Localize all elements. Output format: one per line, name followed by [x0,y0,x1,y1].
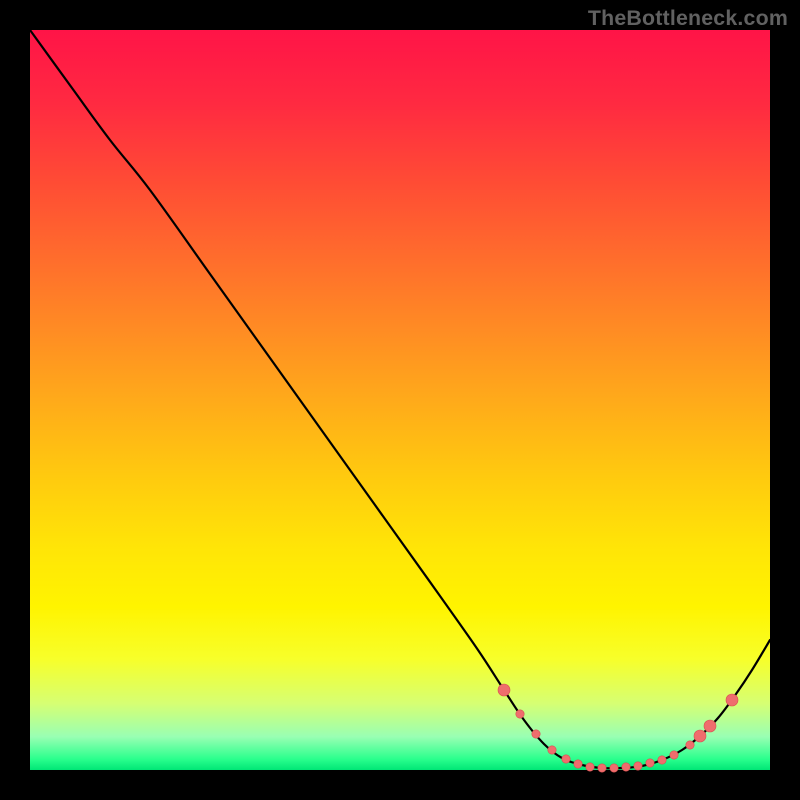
chart-background [30,30,770,770]
curve-marker [548,746,556,754]
curve-marker [704,720,716,732]
curve-marker [532,730,540,738]
curve-marker [610,764,618,772]
curve-marker [686,741,694,749]
curve-marker [598,764,606,772]
curve-marker [658,756,666,764]
watermark-text: TheBottleneck.com [588,6,788,31]
curve-marker [670,751,678,759]
curve-marker [516,710,524,718]
chart-container: TheBottleneck.com [0,0,800,800]
curve-marker [562,755,570,763]
curve-marker [622,763,630,771]
curve-marker [574,760,582,768]
curve-marker [646,759,654,767]
curve-marker [694,730,706,742]
bottleneck-chart [0,0,800,800]
curve-marker [498,684,510,696]
curve-marker [726,694,738,706]
curve-marker [586,763,594,771]
curve-marker [634,762,642,770]
